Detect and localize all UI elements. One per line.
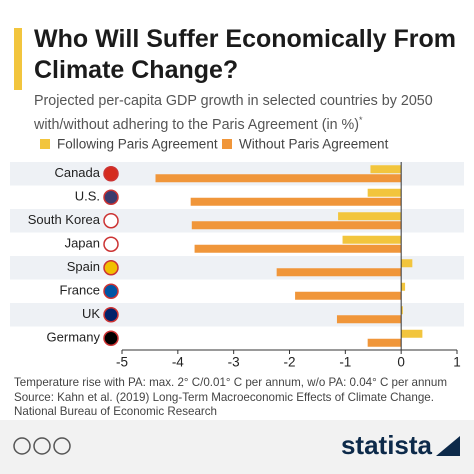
flag-icon (103, 213, 119, 229)
flag-icon (103, 166, 119, 182)
category-label: Spain (67, 259, 100, 274)
note-line: Source: Kahn et al. (2019) Long-Term Mac… (14, 390, 434, 404)
category-label: France (60, 283, 100, 298)
title-accent (14, 28, 22, 90)
x-tick-label: -1 (339, 355, 351, 370)
bar (401, 282, 406, 291)
x-tick-label: -4 (172, 355, 184, 370)
footer-band (0, 420, 474, 474)
chart-subtitle: Projected per-capita GDP growth in selec… (34, 93, 433, 133)
brand-logo: statista (341, 430, 433, 460)
legend-swatch (40, 139, 50, 149)
category-label: Canada (54, 165, 100, 180)
bar (295, 291, 402, 300)
logo-mark (436, 436, 460, 456)
x-tick-label: 0 (397, 355, 405, 370)
bar (336, 315, 402, 324)
category-label: UK (82, 306, 100, 321)
bar (342, 235, 402, 244)
category-label: South Korea (28, 212, 101, 227)
cc-icon (13, 437, 31, 455)
subtitle-marker: * (359, 115, 363, 125)
flag-icon (103, 283, 119, 299)
bar (401, 329, 423, 338)
flag-icon (103, 189, 119, 205)
notes: Temperature rise with PA: max. 2° C/0.01… (14, 376, 469, 420)
legend-label: Following Paris Agreement (57, 137, 218, 152)
bar (367, 338, 402, 347)
note-line: National Bureau of Economic Research (14, 405, 217, 418)
category-label: U.S. (75, 189, 100, 204)
note-line: Temperature rise with PA: max. 2° C/0.01… (14, 376, 447, 389)
flag-icon (103, 307, 119, 323)
category-label: Japan (65, 236, 100, 251)
x-tick-label: 1 (453, 355, 461, 370)
bar (338, 212, 402, 221)
legend-label: Without Paris Agreement (239, 137, 389, 152)
by-icon (33, 437, 51, 455)
flag-icon (103, 330, 119, 346)
flag-icon (103, 236, 119, 252)
x-tick-label: -2 (283, 355, 295, 370)
bar (401, 306, 403, 315)
bar (367, 188, 402, 197)
bar (276, 268, 402, 277)
nd-icon (53, 437, 71, 455)
legend-swatch (222, 139, 232, 149)
bar (190, 197, 402, 206)
x-tick-label: -3 (228, 355, 240, 370)
flag-icon (103, 260, 119, 276)
bar (370, 165, 402, 174)
x-tick-label: -5 (116, 355, 128, 370)
bar (155, 174, 402, 183)
bar (191, 221, 402, 230)
subtitle-block: Projected per-capita GDP growth in selec… (34, 92, 474, 135)
bar (194, 244, 402, 253)
bar (401, 259, 413, 268)
chart-title: Who Will Suffer Economically From Climat… (34, 25, 457, 84)
category-label: Germany (47, 330, 101, 345)
